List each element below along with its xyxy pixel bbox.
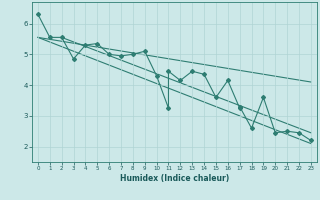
X-axis label: Humidex (Indice chaleur): Humidex (Indice chaleur) [120, 174, 229, 183]
